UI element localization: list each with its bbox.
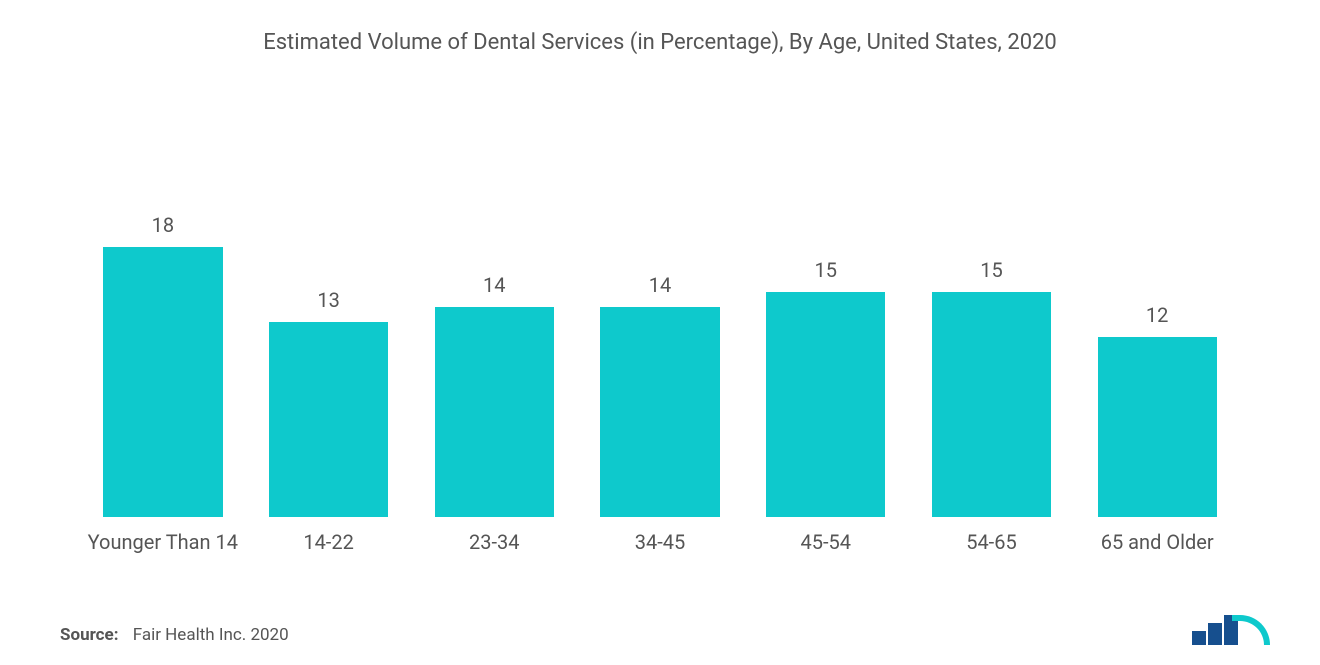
x-axis-label: 54-65 bbox=[909, 529, 1075, 555]
bar-value-label: 13 bbox=[317, 288, 339, 312]
bar-value-label: 12 bbox=[1146, 303, 1168, 327]
logo-bar-icon bbox=[1208, 623, 1222, 645]
chart-container: Estimated Volume of Dental Services (in … bbox=[0, 0, 1320, 665]
bar bbox=[103, 247, 222, 517]
bar-group: 13 bbox=[246, 125, 412, 517]
bar bbox=[269, 322, 388, 517]
bar bbox=[932, 292, 1051, 517]
chart-title: Estimated Volume of Dental Services (in … bbox=[50, 30, 1270, 55]
bar-value-label: 15 bbox=[980, 258, 1002, 282]
bar-value-label: 14 bbox=[483, 273, 505, 297]
source-text: Fair Health Inc. 2020 bbox=[133, 625, 289, 645]
bar-group: 18 bbox=[80, 125, 246, 517]
x-axis-label: 14-22 bbox=[246, 529, 412, 555]
source-attribution: Source: Fair Health Inc. 2020 bbox=[60, 625, 289, 645]
bar bbox=[600, 307, 719, 517]
bar-group: 15 bbox=[743, 125, 909, 517]
source-label: Source: bbox=[60, 625, 118, 645]
x-axis-label: 23-34 bbox=[411, 529, 577, 555]
plot-area: 18 13 14 14 15 15 12 bbox=[50, 125, 1270, 517]
logo-arc-icon bbox=[1232, 615, 1270, 645]
logo-bar-icon bbox=[1192, 631, 1206, 645]
bar-group: 14 bbox=[411, 125, 577, 517]
bar-group: 14 bbox=[577, 125, 743, 517]
bar bbox=[766, 292, 885, 517]
bar bbox=[1098, 337, 1217, 517]
bar-group: 12 bbox=[1074, 125, 1240, 517]
bar-value-label: 14 bbox=[649, 273, 671, 297]
x-axis-labels: Younger Than 1414-2223-3434-4545-5454-65… bbox=[50, 517, 1270, 555]
bar-group: 15 bbox=[909, 125, 1075, 517]
x-axis-label: 34-45 bbox=[577, 529, 743, 555]
x-axis-label: 65 and Older bbox=[1074, 529, 1240, 555]
bar-value-label: 15 bbox=[814, 258, 836, 282]
bar bbox=[435, 307, 554, 517]
bar-value-label: 18 bbox=[152, 213, 174, 237]
x-axis-label: 45-54 bbox=[743, 529, 909, 555]
brand-logo bbox=[1192, 615, 1270, 645]
x-axis-label: Younger Than 14 bbox=[80, 529, 246, 555]
footer: Source: Fair Health Inc. 2020 bbox=[50, 615, 1270, 645]
